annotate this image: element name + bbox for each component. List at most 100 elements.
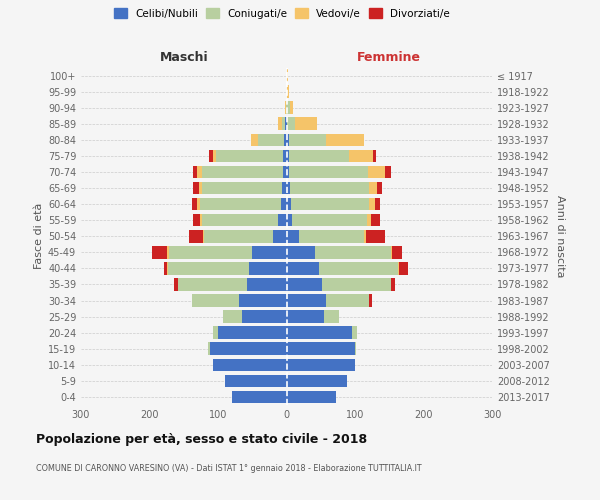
Bar xyxy=(287,390,336,403)
Bar xyxy=(208,342,210,355)
Bar xyxy=(375,198,380,210)
Bar xyxy=(287,230,299,242)
Bar xyxy=(377,182,382,194)
Bar xyxy=(197,166,202,178)
Bar xyxy=(273,230,287,242)
Bar xyxy=(398,262,399,274)
Bar xyxy=(289,166,368,178)
Bar xyxy=(399,262,409,274)
Bar xyxy=(278,214,287,226)
Bar xyxy=(216,150,283,162)
Bar xyxy=(287,342,355,355)
Bar xyxy=(282,118,285,130)
Bar xyxy=(287,214,292,226)
Bar xyxy=(218,326,287,339)
Bar xyxy=(315,246,391,258)
Bar xyxy=(168,262,249,274)
Bar xyxy=(391,246,392,258)
Bar xyxy=(193,182,199,194)
Bar xyxy=(326,134,364,146)
Bar xyxy=(287,70,288,82)
Bar xyxy=(251,134,258,146)
Bar xyxy=(349,150,373,162)
Text: Femmine: Femmine xyxy=(357,52,421,64)
Bar xyxy=(290,102,293,114)
Bar xyxy=(287,278,322,290)
Bar xyxy=(202,214,278,226)
Bar xyxy=(289,134,326,146)
Bar xyxy=(278,118,282,130)
Bar xyxy=(189,230,203,242)
Bar xyxy=(232,390,287,403)
Bar xyxy=(287,182,290,194)
Text: COMUNE DI CARONNO VARESINO (VA) - Dati ISTAT 1° gennaio 2018 - Elaborazione TUTT: COMUNE DI CARONNO VARESINO (VA) - Dati I… xyxy=(36,464,422,473)
Bar xyxy=(192,294,239,307)
Text: Popolazione per età, sesso e stato civile - 2018: Popolazione per età, sesso e stato civil… xyxy=(36,432,367,446)
Bar xyxy=(205,230,273,242)
Bar xyxy=(326,294,369,307)
Bar xyxy=(287,118,295,130)
Bar xyxy=(290,198,370,210)
Bar xyxy=(258,134,284,146)
Bar xyxy=(287,294,326,307)
Bar xyxy=(200,214,202,226)
Bar xyxy=(385,166,391,178)
Bar xyxy=(370,198,375,210)
Bar xyxy=(242,310,287,323)
Bar xyxy=(285,102,286,114)
Bar xyxy=(287,326,352,339)
Bar xyxy=(202,182,283,194)
Bar xyxy=(285,118,287,130)
Bar xyxy=(371,214,380,226)
Legend: Celibi/Nubili, Coniugati/e, Vedovi/e, Divorziati/e: Celibi/Nubili, Coniugati/e, Vedovi/e, Di… xyxy=(112,6,452,20)
Bar xyxy=(292,214,367,226)
Bar xyxy=(364,230,366,242)
Bar xyxy=(283,166,287,178)
Bar xyxy=(369,182,377,194)
Bar xyxy=(199,182,202,194)
Bar xyxy=(368,166,385,178)
Y-axis label: Fasce di età: Fasce di età xyxy=(34,203,44,270)
Bar xyxy=(200,198,281,210)
Y-axis label: Anni di nascita: Anni di nascita xyxy=(555,195,565,278)
Bar xyxy=(212,326,218,339)
Bar xyxy=(367,214,371,226)
Bar xyxy=(290,182,369,194)
Bar xyxy=(167,246,169,258)
Bar xyxy=(289,150,349,162)
Bar xyxy=(169,246,252,258)
Bar xyxy=(366,230,385,242)
Bar xyxy=(209,150,213,162)
Bar xyxy=(284,134,287,146)
Bar xyxy=(373,150,376,162)
Bar xyxy=(210,342,287,355)
Bar xyxy=(287,310,324,323)
Bar xyxy=(319,262,398,274)
Bar xyxy=(287,246,315,258)
Bar xyxy=(239,294,287,307)
Bar xyxy=(287,150,289,162)
Bar xyxy=(197,198,200,210)
Bar xyxy=(249,262,287,274)
Bar xyxy=(287,166,289,178)
Bar xyxy=(213,150,216,162)
Bar xyxy=(392,246,401,258)
Bar xyxy=(369,294,372,307)
Bar xyxy=(324,310,339,323)
Bar xyxy=(202,166,283,178)
Bar xyxy=(287,134,289,146)
Bar xyxy=(355,342,356,355)
Bar xyxy=(167,262,168,274)
Bar xyxy=(287,198,290,210)
Bar xyxy=(203,230,204,242)
Bar xyxy=(391,278,395,290)
Bar xyxy=(192,198,197,210)
Bar xyxy=(286,102,287,114)
Bar xyxy=(352,326,357,339)
Bar xyxy=(281,198,287,210)
Bar xyxy=(283,182,287,194)
Bar xyxy=(322,278,391,290)
Bar xyxy=(287,262,319,274)
Bar xyxy=(223,310,242,323)
Bar xyxy=(164,262,167,274)
